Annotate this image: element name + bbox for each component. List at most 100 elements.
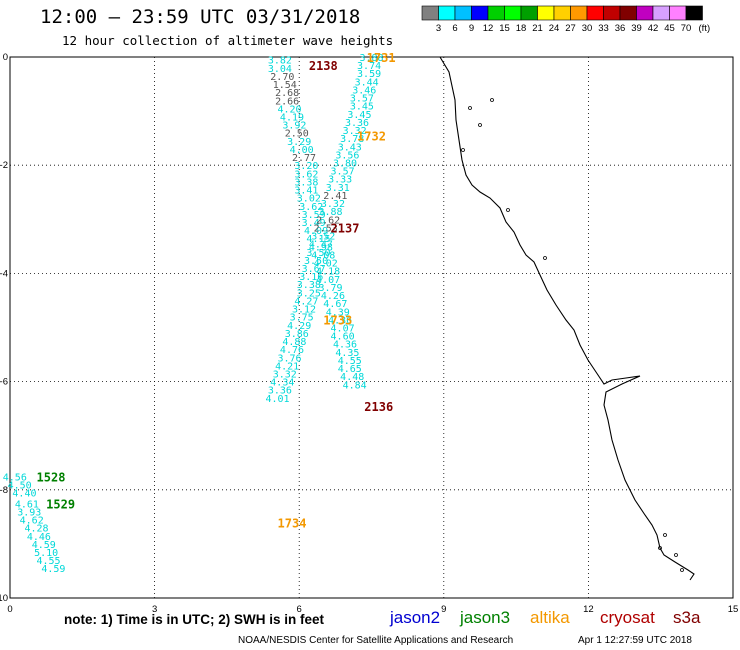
pass-time-label: 1529 (46, 497, 75, 511)
wave-height-label: 2.41 (323, 191, 347, 202)
wave-height-label: 4.59 (32, 540, 56, 551)
pass-time-label: 1733 (323, 313, 352, 327)
wave-height-label: 4.46 (27, 532, 51, 543)
wave-height-label: 3.02 (297, 194, 321, 205)
island (506, 208, 510, 212)
wave-height-label: 3.38 (297, 280, 321, 291)
wave-height-label: 1.54 (273, 80, 297, 91)
wave-height-label: 3.32 (343, 126, 367, 137)
pass-time-label: 1731 (367, 51, 396, 65)
scale-label: 70 (681, 23, 692, 34)
y-tick-label: -6 (0, 377, 8, 388)
wave-height-label: 2.66 (275, 96, 299, 107)
wave-height-label: 4.18 (316, 267, 340, 278)
wave-height-label: 4.40 (12, 489, 36, 500)
pass-time-label: 1528 (37, 470, 66, 484)
wave-height-label: 3.49 (302, 218, 326, 229)
wave-height-label: 4.34 (270, 378, 294, 389)
wave-height-label: 4.36 (333, 340, 357, 351)
wave-height-label: 4.27 (294, 296, 318, 307)
wave-height-label: 3.45 (350, 102, 374, 113)
coastline (439, 56, 695, 581)
scale-swatch (685, 5, 703, 21)
wave-height-label: 4.48 (340, 372, 364, 383)
wave-height-label: 4.98 (309, 242, 333, 253)
island (680, 568, 684, 572)
pass-time-label: 2138 (309, 59, 338, 73)
wave-height-label: 2.68 (275, 88, 299, 99)
wave-height-label: 2.77 (292, 153, 316, 164)
wave-height-label: 3.93 (17, 507, 41, 518)
wave-height-label: 4.62 (20, 516, 44, 527)
wave-height-label: 3.45 (347, 110, 371, 121)
wave-height-label: 4.19 (280, 113, 304, 124)
plot-frame (9, 56, 734, 599)
wave-height-label: 3.79 (318, 283, 342, 294)
wave-height-label: 3.32 (273, 369, 297, 380)
wave-height-label: 3.92 (282, 121, 306, 132)
y-tick-label: -8 (0, 485, 8, 496)
island (461, 148, 465, 152)
wave-height-label: 3.76 (278, 353, 302, 364)
pass-time-label: 1732 (357, 129, 386, 143)
wave-height-label: 3.29 (287, 137, 311, 148)
wave-height-label: 4.08 (311, 250, 335, 261)
wave-height-label: 3.57 (350, 94, 374, 105)
wave-height-label: 4.01 (265, 394, 289, 405)
wave-height-label: 3.78 (340, 134, 364, 145)
wave-height-label: 4.59 (41, 564, 65, 575)
scale-label: 3 (436, 23, 441, 34)
chart-subtitle: 12 hour collection of altimeter wave hei… (62, 33, 394, 48)
x-tick-label: 3 (152, 604, 157, 615)
wave-height-label: 2.50 (285, 129, 309, 140)
wave-height-label: 3.32 (321, 199, 345, 210)
wave-height-label: 4.67 (323, 299, 347, 310)
wave-height-label: 4.60 (331, 332, 355, 343)
wave-height-label: 3.82 (268, 56, 292, 67)
wave-height-label: 3.20 (294, 161, 318, 172)
scale-label: 27 (565, 23, 576, 34)
wave-height-label: 3.38 (294, 177, 318, 188)
scale-label: 12 (483, 23, 494, 34)
wave-height-label: 3.80 (333, 158, 357, 169)
wave-height-label: 4.39 (326, 307, 350, 318)
wave-height-label: 4.47 (309, 240, 333, 251)
wave-height-label: 4.61 (15, 499, 39, 510)
x-tick-label: 6 (297, 604, 302, 615)
scale-label: 42 (648, 23, 659, 34)
wave-height-label: 3.67 (302, 264, 326, 275)
wave-height-label: 3.31 (326, 183, 350, 194)
wave-height-label: 3.56 (335, 150, 359, 161)
wave-height-label: 3.04 (268, 64, 292, 75)
island (663, 533, 667, 537)
scale-label: 15 (499, 23, 510, 34)
wave-height-label: 3.46 (352, 85, 376, 96)
wave-height-label: 4.07 (316, 275, 340, 286)
wave-height-label: 3.62 (294, 169, 318, 180)
wave-height-label: 3.43 (338, 142, 362, 153)
wave-height-label: 4.84 (343, 380, 367, 391)
wave-height-label: 4.07 (331, 324, 355, 335)
legend-s3a: s3a (673, 608, 701, 627)
wave-height-label: 3.59 (357, 69, 381, 80)
pass-time-label: 1734 (278, 516, 307, 530)
island (658, 546, 662, 550)
x-tick-label: 9 (441, 604, 446, 615)
wave-height-label: 3.36 (345, 118, 369, 129)
wave-height-label: 4.55 (338, 356, 362, 367)
wave-height-label: 3.88 (359, 53, 383, 64)
color-scale: 3 6 9 12 15 18 21 24 27 30 33 36 39 42 45 70 (ft) (421, 5, 710, 34)
pass-time-label: 2136 (364, 400, 393, 414)
chart-title: 12:00 – 23:59 UTC 03/31/2018 (40, 6, 361, 28)
wave-height-label: 3.57 (331, 167, 355, 178)
y-tick-label: -4 (0, 268, 8, 279)
wave-height-label: 4.88 (282, 337, 306, 348)
island (478, 123, 482, 127)
pass-time-label: 2137 (331, 221, 360, 235)
wave-height-label: 4.20 (278, 104, 302, 115)
wave-height-label: 3.36 (268, 386, 292, 397)
scale-label: 39 (631, 23, 642, 34)
wave-height-label: 4.65 (338, 364, 362, 375)
wave-height-label: 3.75 (290, 313, 314, 324)
wave-height-label: 4.21 (275, 361, 299, 372)
